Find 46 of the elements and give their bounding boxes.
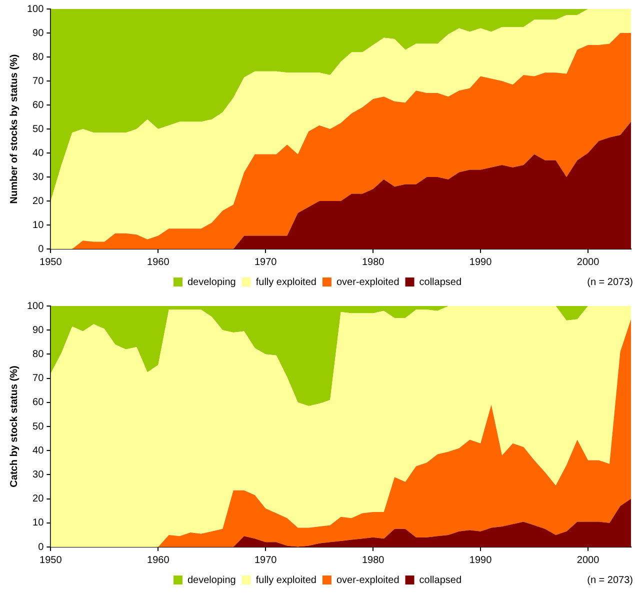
x-tick-label: 1950 <box>40 256 62 268</box>
y-tick-label: 80 <box>32 52 44 63</box>
y-tick-label: 0 <box>38 542 44 553</box>
y-tick-label: 0 <box>38 244 44 255</box>
y-tick-label: 10 <box>32 220 44 231</box>
y-tick-label: 90 <box>32 324 44 336</box>
legend-label: developing <box>187 276 236 288</box>
y-axis-title: Catch by stock status (%) <box>8 366 20 488</box>
x-tick-label: 1960 <box>147 554 170 566</box>
x-tick-label: 1980 <box>362 554 385 566</box>
legend-label: developing <box>187 574 236 586</box>
legend-label: fully exploited <box>256 276 316 288</box>
text: (n = 2073) <box>587 276 633 288</box>
y-tick-label: 70 <box>32 373 44 384</box>
y-tick-label: 70 <box>32 76 44 87</box>
legend-label: fully exploited <box>256 574 316 586</box>
x-tick-label: 1950 <box>40 554 62 566</box>
y-axis-title: Number of stocks by status (%) <box>8 54 20 204</box>
legend-label: collapsed <box>419 574 462 586</box>
y-tick-label: 20 <box>32 196 44 207</box>
y-tick-label: 10 <box>32 518 44 529</box>
x-tick-label: 1990 <box>469 256 492 268</box>
y-tick-label: 60 <box>32 397 44 408</box>
y-tick-label: 20 <box>32 494 44 505</box>
x-tick-label: 2000 <box>576 256 600 268</box>
x-tick-label: 1960 <box>147 256 170 268</box>
y-tick-label: 100 <box>26 4 44 15</box>
y-tick-label: 80 <box>32 348 44 360</box>
y-tick-label: 100 <box>26 300 44 312</box>
x-tick-label: 2000 <box>576 554 600 566</box>
y-tick-label: 30 <box>32 469 44 480</box>
y-tick-label: 30 <box>32 172 44 183</box>
x-tick-label: 1970 <box>254 554 278 566</box>
legend-label: over-exploited <box>336 574 400 586</box>
x-tick-label: 1970 <box>254 256 278 268</box>
legend-label: collapsed <box>419 276 462 288</box>
y-tick-label: 60 <box>32 100 44 111</box>
y-tick-label: 50 <box>32 124 44 135</box>
x-tick-label: 1990 <box>469 554 492 566</box>
y-tick-label: 40 <box>32 148 44 159</box>
y-tick-label: 90 <box>32 28 44 39</box>
x-tick-label: 1980 <box>362 256 385 268</box>
y-tick-label: 50 <box>32 421 44 432</box>
y-tick-label: 40 <box>32 445 44 456</box>
legend-label: over-exploited <box>336 276 400 288</box>
text: (n = 2073) <box>587 574 633 586</box>
